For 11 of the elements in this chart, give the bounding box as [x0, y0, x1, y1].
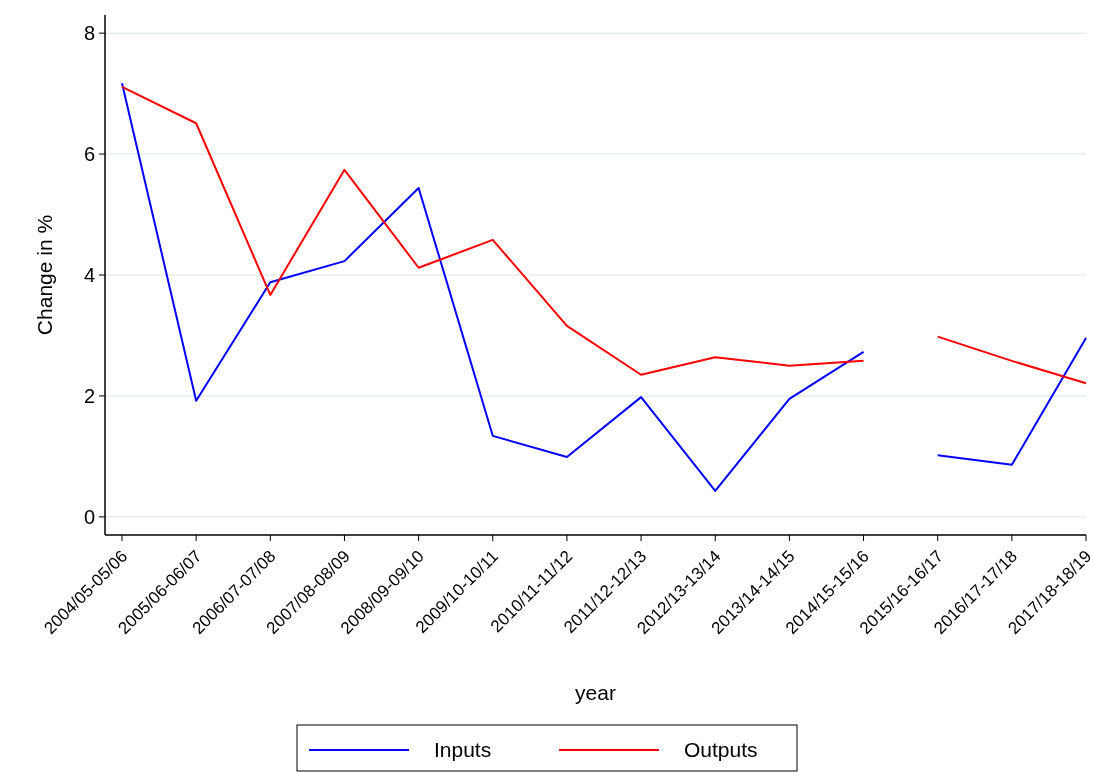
x-axis-title: year — [575, 681, 616, 704]
legend-label: Outputs — [684, 738, 758, 762]
line-series — [121, 85, 865, 376]
y-tick-label: 2 — [83, 384, 95, 407]
y-tick-label: 6 — [83, 143, 95, 166]
legend-label: Inputs — [434, 738, 492, 762]
y-axis-title: Change in % — [33, 214, 56, 336]
y-tick-label: 4 — [83, 264, 95, 286]
y-tick-label: 8 — [83, 22, 95, 45]
line-series — [121, 82, 865, 492]
y-tick-label: 0 — [83, 505, 95, 528]
